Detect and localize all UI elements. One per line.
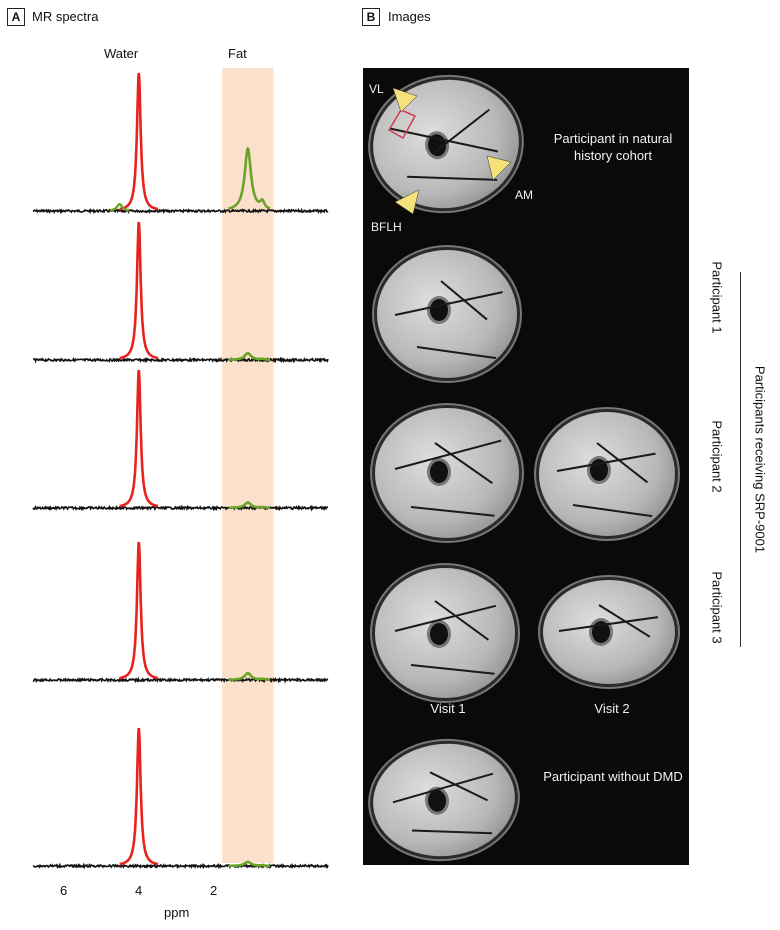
water-peak-5 bbox=[119, 727, 159, 866]
spectrum-baseline-2 bbox=[33, 356, 329, 364]
participants-bracket-line bbox=[740, 272, 741, 647]
fat-peak-3 bbox=[228, 501, 270, 510]
annot-am: AM bbox=[515, 188, 533, 202]
water-peak-2 bbox=[119, 221, 159, 360]
water-peak-1 bbox=[119, 72, 159, 211]
fat-peak-4 bbox=[228, 671, 270, 681]
fat-region-band bbox=[222, 68, 274, 863]
spectrum-baseline-5 bbox=[32, 862, 329, 870]
arrow-bflh-icon bbox=[394, 189, 420, 215]
mri-thigh-natural-history bbox=[364, 70, 528, 218]
fat-peak-5 bbox=[228, 860, 270, 868]
fat-peak-2 bbox=[228, 351, 270, 361]
annot-vl: VL bbox=[369, 82, 384, 96]
label-without-dmd-text: Participant without DMD bbox=[543, 769, 683, 784]
panel-b-letter: B bbox=[362, 8, 380, 26]
arrow-vl-icon bbox=[392, 87, 418, 113]
mri-thigh-participant3-visit1 bbox=[375, 568, 515, 698]
annot-bflh: BFLH bbox=[371, 220, 402, 234]
spectrum-baseline-1 bbox=[32, 207, 329, 215]
label-without-dmd: Participant without DMD bbox=[543, 768, 683, 785]
water-peak-4 bbox=[119, 541, 159, 680]
arrow-am-icon bbox=[486, 155, 512, 181]
x-tick-label-2: 2 bbox=[210, 883, 218, 898]
x-tick-label-4: 4 bbox=[135, 883, 143, 898]
fat-peak-label: Fat bbox=[228, 46, 247, 61]
mri-thigh-participant1-visit1 bbox=[377, 250, 517, 378]
mri-images-panel: VL AM BFLH Participant in natural histor… bbox=[363, 68, 689, 865]
x-axis-label: ppm bbox=[164, 905, 190, 920]
label-visit-2: Visit 2 bbox=[594, 701, 630, 716]
mri-thigh-participant2-visit1 bbox=[375, 408, 519, 538]
label-natural-history: Participant in natural history cohort bbox=[553, 131, 673, 163]
panel-a-letter: A bbox=[7, 8, 25, 26]
side-label-participant1: Participant 1 bbox=[709, 261, 725, 334]
vl-roi-outline bbox=[387, 109, 417, 140]
mri-thigh-without-dmd bbox=[367, 736, 521, 864]
mri-thigh-participant3-visit2 bbox=[543, 580, 675, 684]
mri-thigh-participant2-visit2 bbox=[539, 412, 675, 536]
minor-peak-1 bbox=[109, 202, 130, 212]
mr-spectra-chart bbox=[32, 68, 329, 870]
x-tick-label-6: 6 bbox=[60, 883, 68, 898]
label-visit-1: Visit 1 bbox=[430, 701, 466, 716]
panel-b-title: Images bbox=[388, 9, 431, 24]
panel-a-title: MR spectra bbox=[32, 9, 99, 24]
spectrum-baseline-3 bbox=[32, 504, 329, 512]
water-peak-3 bbox=[119, 369, 159, 508]
side-label-participant2: Participant 2 bbox=[709, 420, 725, 493]
fat-peak-1 bbox=[228, 146, 271, 210]
water-peak-label: Water bbox=[104, 46, 139, 61]
side-label-participants-group: Participants receiving SRP-9001 bbox=[752, 365, 768, 554]
spectrum-baseline-4 bbox=[32, 676, 329, 684]
side-label-participant3: Participant 3 bbox=[709, 571, 725, 644]
